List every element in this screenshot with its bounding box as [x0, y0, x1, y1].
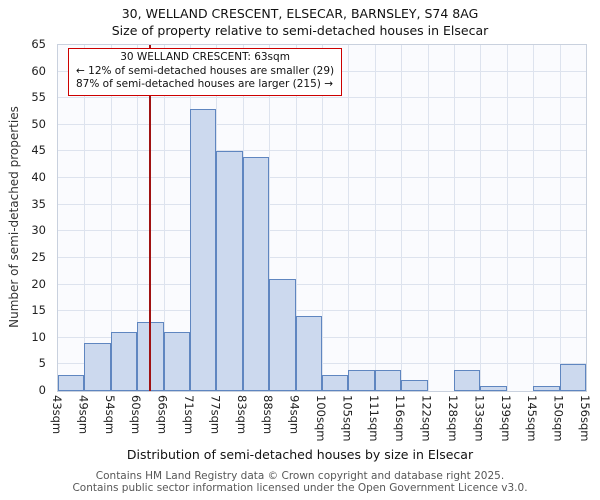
histogram-bar — [454, 369, 481, 391]
x-tick-label: 94sqm — [287, 395, 302, 435]
y-tick-label: 25 — [31, 249, 46, 264]
x-tick-label: 128sqm — [446, 395, 460, 442]
x-tick-label: 60sqm — [129, 395, 144, 435]
plot-area: 30 WELLAND CRESCENT: 63sqm ← 12% of semi… — [57, 44, 587, 392]
gridline-vertical — [269, 45, 271, 391]
x-tick-label: 150sqm — [551, 395, 566, 442]
x-tick-label: 122sqm — [419, 395, 434, 442]
x-tick-label: 49sqm — [76, 395, 91, 435]
histogram-bar — [559, 364, 586, 391]
gridline-vertical — [348, 45, 350, 391]
histogram-bar — [295, 316, 322, 391]
x-tick-label: 54sqm — [102, 395, 117, 435]
histogram-bar — [322, 375, 349, 391]
gridline-vertical — [401, 45, 403, 391]
x-tick-label: 71sqm — [182, 395, 196, 435]
gridline-vertical — [137, 45, 139, 391]
y-tick-label: 0 — [38, 383, 46, 397]
y-tick-label: 15 — [31, 303, 46, 318]
x-tick-label: 116sqm — [393, 395, 408, 442]
x-tick-label: 156sqm — [578, 395, 592, 442]
gridline-vertical — [110, 45, 112, 391]
y-tick-label: 65 — [31, 37, 46, 51]
y-tick-label: 40 — [31, 170, 46, 185]
footer-line-2: Contains public sector information licen… — [72, 482, 528, 494]
x-tick-label: 77sqm — [208, 395, 223, 435]
gridline-vertical — [480, 45, 482, 391]
gridline-vertical — [454, 45, 455, 391]
x-tick-label: 83sqm — [234, 395, 249, 435]
gridline-vertical — [84, 45, 86, 391]
y-tick-label: 45 — [31, 143, 46, 158]
page-title: 30, WELLAND CRESCENT, ELSECAR, BARNSLEY,… — [121, 6, 479, 21]
x-tick-label: 111sqm — [366, 395, 381, 442]
y-tick-label: 20 — [31, 276, 46, 291]
y-tick-label: 5 — [38, 356, 46, 371]
histogram-bar — [242, 156, 270, 391]
x-tick-label: 139sqm — [498, 395, 513, 442]
x-tick-label: 66sqm — [155, 395, 170, 435]
property-size-marker-line — [149, 45, 152, 391]
gridline-vertical — [322, 45, 323, 391]
annotation-smaller: ← 12% of semi-detached houses are smalle… — [76, 64, 335, 77]
histogram-bar — [163, 332, 190, 391]
y-tick-label: 10 — [31, 329, 46, 344]
gridline-vertical — [427, 45, 429, 391]
gridline-vertical — [295, 45, 297, 391]
annotation-title: 30 WELLAND CRESCENT: 63sqm — [120, 51, 290, 63]
annotation-larger: 87% of semi-detached houses are larger (… — [76, 78, 333, 91]
y-tick-label: 60 — [31, 63, 46, 78]
y-tick-label: 30 — [31, 223, 46, 238]
x-axis: 43sqm 49sqm 54sqm 60sqm 66sqm 71sqm 77sqm 83sqm… — [50, 395, 592, 447]
histogram-bar — [84, 343, 111, 391]
x-tick-label: 88sqm — [261, 395, 276, 435]
x-tick-label: 100sqm — [314, 395, 328, 442]
histogram-bar — [348, 369, 375, 391]
gridline-vertical — [559, 45, 561, 391]
y-tick-label: 35 — [31, 196, 46, 211]
gridline-vertical — [533, 45, 535, 391]
x-tick-label: 133sqm — [472, 395, 487, 442]
y-tick-label: 55 — [31, 90, 46, 105]
x-tick-label: 145sqm — [525, 395, 540, 442]
gridline-vertical — [374, 45, 376, 391]
x-axis-label: Distribution of semi-detached houses by … — [126, 447, 474, 462]
x-tick-label: 43sqm — [50, 395, 64, 435]
histogram-bar — [374, 369, 402, 391]
y-axis: 0 5 10 15 20 25 30 35 40 45 50 55 60 65 — [0, 37, 52, 397]
histogram-bar — [480, 385, 507, 391]
histogram-bar — [533, 385, 560, 391]
histogram-bar — [401, 380, 428, 391]
gridline-vertical — [506, 45, 508, 391]
histogram-bar — [110, 332, 138, 391]
x-tick-label: 105sqm — [340, 395, 355, 442]
y-tick-label: 50 — [31, 116, 46, 131]
histogram-bar — [216, 151, 243, 391]
histogram-bar — [269, 279, 296, 391]
histogram-bar — [190, 108, 217, 391]
gridline-vertical — [163, 45, 165, 391]
histogram-bar — [58, 375, 85, 391]
page-subtitle: Size of property relative to semi-detach… — [111, 23, 489, 38]
annotation-box: 30 WELLAND CRESCENT: 63sqm ← 12% of semi… — [68, 48, 343, 96]
footer-line-1: Contains HM Land Registry data © Crown c… — [95, 470, 505, 482]
